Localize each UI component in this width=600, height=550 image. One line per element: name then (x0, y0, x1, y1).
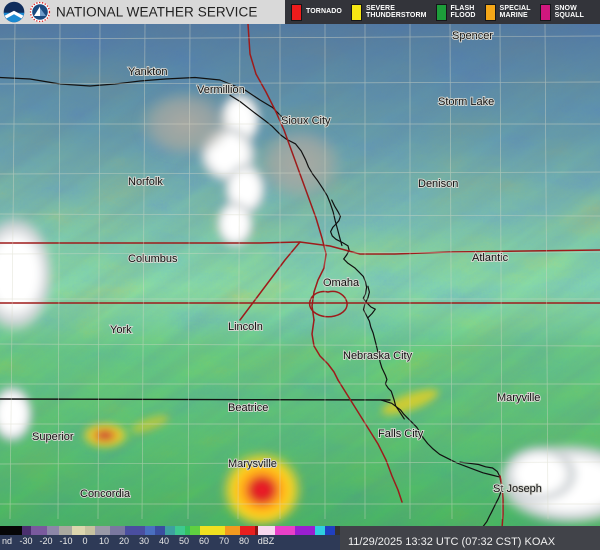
svg-text:St Joseph: St Joseph (493, 483, 542, 495)
svg-text:Concordia: Concordia (80, 488, 131, 500)
svg-text:Yankton: Yankton (128, 66, 168, 78)
svg-text:Norfolk: Norfolk (128, 176, 163, 188)
svg-text:Marysville: Marysville (228, 458, 277, 470)
svg-text:Sioux City: Sioux City (281, 115, 331, 127)
svg-text:Denison: Denison (418, 178, 458, 190)
svg-text:Omaha: Omaha (323, 277, 360, 289)
svg-text:Atlantic: Atlantic (472, 252, 509, 264)
svg-text:York: York (110, 324, 132, 336)
svg-text:Falls City: Falls City (378, 428, 424, 440)
svg-text:Beatrice: Beatrice (228, 402, 268, 414)
svg-text:Columbus: Columbus (128, 253, 178, 265)
svg-text:Vermillion: Vermillion (197, 84, 245, 96)
svg-text:Storm Lake: Storm Lake (438, 96, 494, 108)
svg-text:Spencer: Spencer (452, 30, 493, 42)
svg-text:Maryville: Maryville (497, 392, 540, 404)
svg-text:Superior: Superior (32, 431, 74, 443)
svg-text:Nebraska City: Nebraska City (343, 350, 413, 362)
svg-text:NATIONAL WEATHER SERVICE: NATIONAL WEATHER SERVICE (56, 5, 257, 20)
svg-text:Lincoln: Lincoln (228, 321, 263, 333)
